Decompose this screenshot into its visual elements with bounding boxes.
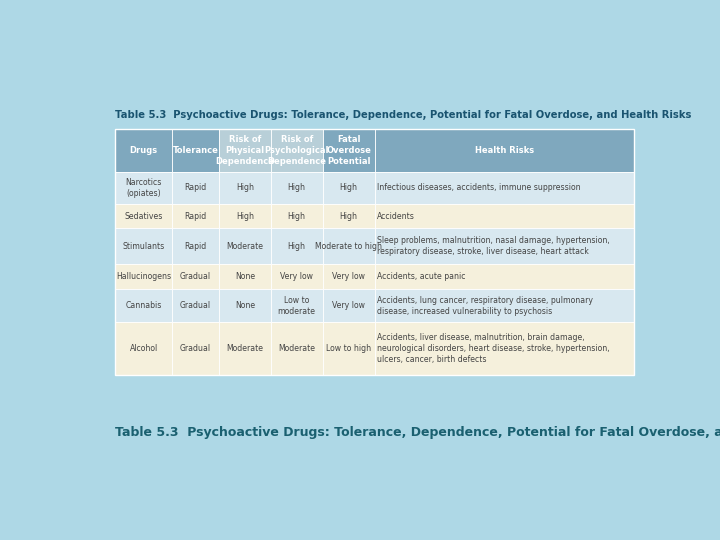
FancyBboxPatch shape — [115, 172, 172, 204]
FancyBboxPatch shape — [374, 289, 634, 322]
Text: High: High — [288, 242, 306, 251]
Text: Alcohol: Alcohol — [130, 344, 158, 353]
Text: None: None — [235, 301, 255, 310]
FancyBboxPatch shape — [323, 322, 374, 375]
FancyBboxPatch shape — [172, 322, 219, 375]
Text: Moderate to high: Moderate to high — [315, 242, 382, 251]
FancyBboxPatch shape — [219, 172, 271, 204]
Text: High: High — [236, 183, 254, 192]
Text: Narcotics
(opiates): Narcotics (opiates) — [125, 178, 162, 198]
FancyBboxPatch shape — [219, 129, 271, 172]
Text: Rapid: Rapid — [184, 212, 207, 220]
Text: Accidents, lung cancer, respiratory disease, pulmonary
disease, increased vulner: Accidents, lung cancer, respiratory dise… — [377, 295, 593, 316]
Text: Drugs: Drugs — [130, 146, 158, 155]
Text: Accidents, acute panic: Accidents, acute panic — [377, 272, 465, 281]
FancyBboxPatch shape — [323, 129, 374, 172]
FancyBboxPatch shape — [271, 228, 323, 264]
FancyBboxPatch shape — [271, 264, 323, 289]
Text: High: High — [288, 212, 306, 220]
Text: None: None — [235, 272, 255, 281]
Text: Very low: Very low — [332, 301, 365, 310]
Text: Accidents: Accidents — [377, 212, 415, 220]
FancyBboxPatch shape — [219, 204, 271, 228]
Text: Rapid: Rapid — [184, 242, 207, 251]
Text: Sedatives: Sedatives — [125, 212, 163, 220]
Text: Table 5.3  Psychoactive Drugs: Tolerance, Dependence, Potential for Fatal Overdo: Table 5.3 Psychoactive Drugs: Tolerance,… — [115, 110, 691, 120]
FancyBboxPatch shape — [115, 322, 172, 375]
Text: High: High — [288, 183, 306, 192]
Text: Cannabis: Cannabis — [125, 301, 162, 310]
Text: Gradual: Gradual — [180, 344, 211, 353]
FancyBboxPatch shape — [271, 172, 323, 204]
FancyBboxPatch shape — [172, 172, 219, 204]
FancyBboxPatch shape — [219, 264, 271, 289]
FancyBboxPatch shape — [115, 289, 172, 322]
Text: Moderate: Moderate — [226, 344, 264, 353]
Text: Health Risks: Health Risks — [474, 146, 534, 155]
FancyBboxPatch shape — [323, 289, 374, 322]
Text: Sleep problems, malnutrition, nasal damage, hypertension,
respiratory disease, s: Sleep problems, malnutrition, nasal dama… — [377, 237, 610, 256]
FancyBboxPatch shape — [115, 204, 172, 228]
Text: Moderate: Moderate — [278, 344, 315, 353]
FancyBboxPatch shape — [271, 322, 323, 375]
FancyBboxPatch shape — [374, 172, 634, 204]
FancyBboxPatch shape — [271, 129, 323, 172]
FancyBboxPatch shape — [115, 129, 172, 172]
Text: Low to high: Low to high — [326, 344, 372, 353]
Text: Stimulants: Stimulants — [122, 242, 165, 251]
Text: Hallucinogens: Hallucinogens — [116, 272, 171, 281]
Text: Very low: Very low — [280, 272, 313, 281]
Text: Infectious diseases, accidents, immune suppression: Infectious diseases, accidents, immune s… — [377, 183, 580, 192]
FancyBboxPatch shape — [115, 228, 172, 264]
FancyBboxPatch shape — [323, 264, 374, 289]
Text: High: High — [340, 212, 358, 220]
Text: High: High — [340, 183, 358, 192]
FancyBboxPatch shape — [323, 228, 374, 264]
Text: Tolerance: Tolerance — [173, 146, 218, 155]
FancyBboxPatch shape — [115, 264, 172, 289]
FancyBboxPatch shape — [172, 289, 219, 322]
Text: Moderate: Moderate — [226, 242, 264, 251]
Text: Low to
moderate: Low to moderate — [278, 295, 316, 316]
Text: Fatal
Overdose
Potential: Fatal Overdose Potential — [326, 135, 371, 166]
FancyBboxPatch shape — [374, 322, 634, 375]
Text: High: High — [236, 212, 254, 220]
Text: Very low: Very low — [332, 272, 365, 281]
FancyBboxPatch shape — [271, 204, 323, 228]
Text: Gradual: Gradual — [180, 301, 211, 310]
FancyBboxPatch shape — [374, 204, 634, 228]
Text: Risk of
Psychological
Dependence: Risk of Psychological Dependence — [264, 135, 329, 166]
FancyBboxPatch shape — [374, 228, 634, 264]
FancyBboxPatch shape — [374, 264, 634, 289]
Text: Gradual: Gradual — [180, 272, 211, 281]
FancyBboxPatch shape — [271, 289, 323, 322]
FancyBboxPatch shape — [219, 289, 271, 322]
FancyBboxPatch shape — [374, 129, 634, 172]
Text: Rapid: Rapid — [184, 183, 207, 192]
FancyBboxPatch shape — [172, 228, 219, 264]
Text: Risk of
Physical
Dependence: Risk of Physical Dependence — [215, 135, 274, 166]
FancyBboxPatch shape — [172, 129, 219, 172]
FancyBboxPatch shape — [323, 204, 374, 228]
FancyBboxPatch shape — [219, 228, 271, 264]
FancyBboxPatch shape — [219, 322, 271, 375]
FancyBboxPatch shape — [323, 172, 374, 204]
FancyBboxPatch shape — [172, 204, 219, 228]
Text: Accidents, liver disease, malnutrition, brain damage,
neurological disorders, he: Accidents, liver disease, malnutrition, … — [377, 333, 609, 364]
FancyBboxPatch shape — [172, 264, 219, 289]
Text: Table 5.3  Psychoactive Drugs: Tolerance, Dependence, Potential for Fatal Overdo: Table 5.3 Psychoactive Drugs: Tolerance,… — [115, 426, 720, 439]
